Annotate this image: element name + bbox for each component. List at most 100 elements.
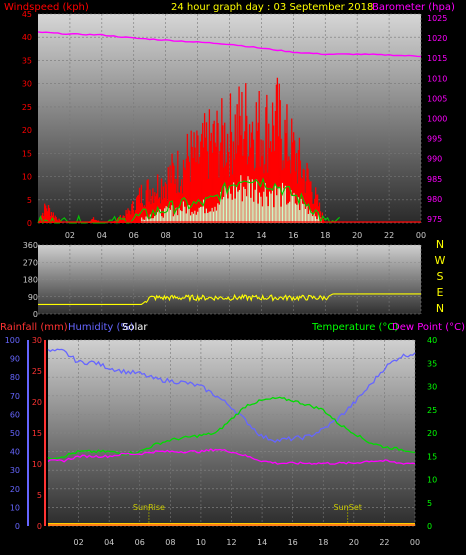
x-tick-label: 06 [135, 538, 145, 547]
compass-label: S [437, 270, 444, 283]
temp-tick-label: 30 [427, 383, 437, 392]
humidity-tick-label: 10 [10, 503, 20, 512]
baro-tick-label: 995 [427, 135, 442, 144]
wind-tick-label: 40 [22, 33, 32, 42]
wind-y-ticks: 0 5 10 15 20 25 30 35 40 45 [22, 10, 32, 228]
temp-tick-label: 5 [427, 499, 432, 508]
x-tick-label: 16 [288, 231, 298, 240]
x-tick-label: 16 [288, 538, 298, 547]
climate-x-ticks: 02 04 06 08 10 12 14 16 18 20 22 00 [73, 538, 420, 547]
x-tick-label: 18 [320, 231, 330, 240]
wind-tick-label: 25 [22, 103, 32, 112]
dewpoint-axis-title: Dew Point (°C) [392, 322, 465, 333]
compass-label: N [436, 238, 444, 251]
wind-tick-label: 35 [22, 56, 32, 65]
solar-axis-title: Solar [122, 322, 148, 333]
baro-tick-label: 1005 [427, 94, 447, 103]
compass-label: N [436, 302, 444, 315]
rain-axis-bar [44, 340, 46, 526]
x-tick-label: 22 [379, 538, 389, 547]
climate-grid [48, 339, 416, 527]
rain-tick-label: 5 [37, 491, 42, 500]
rain-tick-label: 25 [32, 367, 42, 376]
x-tick-label: 12 [226, 538, 236, 547]
baro-tick-label: 1020 [427, 34, 447, 43]
wind-series [37, 31, 422, 225]
humidity-axis-title: Humidity (%) [68, 322, 134, 333]
right-axis-title: Barometer (hpa) [372, 2, 455, 13]
climate-y-ticks: 0 10 20 30 40 50 60 70 80 90 100 0 5 10 15 20 25 30 0 5 10 15… [5, 336, 437, 531]
direction-tick-label: 270 [23, 258, 38, 267]
baro-y-ticks: 975 980 985 990 995 1000 1005 1010 1015 1020 1025 [427, 14, 447, 224]
baro-tick-label: 990 [427, 155, 442, 164]
humidity-tick-label: 60 [10, 410, 20, 419]
wind-tick-label: 5 [27, 196, 32, 205]
temp-tick-label: 40 [427, 336, 437, 345]
x-tick-label: 20 [349, 538, 359, 547]
sunset-label: SunSet [334, 503, 362, 512]
x-tick-label: 22 [384, 231, 394, 240]
baro-tick-label: 980 [427, 195, 442, 204]
x-tick-label: 10 [196, 538, 206, 547]
temp-tick-label: 25 [427, 406, 437, 415]
baro-tick-label: 975 [427, 215, 442, 224]
x-tick-label: 08 [161, 231, 171, 240]
rain-tick-label: 15 [32, 429, 42, 438]
x-tick-label: 00 [416, 231, 426, 240]
wind-tick-label: 10 [22, 173, 32, 182]
x-tick-label: 14 [256, 231, 266, 240]
chart-title: 24 hour graph day : 03 September 2018 [171, 2, 373, 13]
x-tick-label: 20 [352, 231, 362, 240]
x-tick-label: 10 [192, 231, 202, 240]
direction-tick-label: 360 [23, 241, 38, 250]
direction-grid [38, 244, 422, 315]
left-axis-title: Windspeed (kph) [4, 2, 89, 13]
direction-tick-label: 0 [33, 310, 38, 319]
temp-tick-label: 10 [427, 476, 437, 485]
baro-tick-label: 1015 [427, 54, 447, 63]
temperature-axis-title: Temperature (°C) [311, 322, 398, 333]
x-tick-label: 14 [257, 538, 267, 547]
rain-tick-label: 20 [32, 398, 42, 407]
x-tick-label: 02 [73, 538, 83, 547]
x-tick-label: 04 [104, 538, 114, 547]
dewpoint-line [47, 448, 416, 465]
direction-tick-label: 90 [28, 293, 38, 302]
rainfall-axis-title: Rainfall (mm) [0, 322, 68, 333]
sunrise-label: SunRise [133, 503, 165, 512]
x-tick-label: 18 [318, 538, 328, 547]
baro-tick-label: 1010 [427, 74, 447, 83]
x-tick-label: 06 [129, 231, 139, 240]
rain-tick-label: 30 [32, 336, 42, 345]
humidity-tick-label: 20 [10, 485, 20, 494]
humidity-tick-label: 30 [10, 466, 20, 475]
humidity-tick-label: 70 [10, 392, 20, 401]
humidity-axis-bar [27, 340, 29, 526]
direction-series [38, 293, 421, 305]
barometer-line [37, 31, 422, 58]
humidity-tick-label: 50 [10, 429, 20, 438]
temp-tick-label: 35 [427, 359, 437, 368]
humidity-tick-label: 100 [5, 336, 20, 345]
humidity-tick-label: 80 [10, 373, 20, 382]
x-tick-label: 12 [224, 231, 234, 240]
compass-label: W [435, 254, 446, 267]
wind-tick-label: 30 [22, 80, 32, 89]
humidity-tick-label: 0 [15, 522, 20, 531]
humidity-line [47, 348, 416, 443]
temperature-line [47, 396, 416, 460]
temp-tick-label: 15 [427, 452, 437, 461]
baro-tick-label: 1025 [427, 14, 447, 23]
wind-grid [38, 13, 422, 224]
wind-tick-label: 15 [22, 149, 32, 158]
direction-tick-label: 180 [23, 276, 38, 285]
temp-tick-label: 0 [427, 522, 432, 531]
x-tick-label: 02 [65, 231, 75, 240]
baro-tick-label: 985 [427, 175, 442, 184]
wind-direction-line [38, 293, 421, 305]
direction-y-ticks: 0 90 180 270 360 [23, 241, 38, 319]
temp-tick-label: 20 [427, 429, 437, 438]
wind-tick-label: 0 [27, 219, 32, 228]
rain-tick-label: 0 [37, 522, 42, 531]
